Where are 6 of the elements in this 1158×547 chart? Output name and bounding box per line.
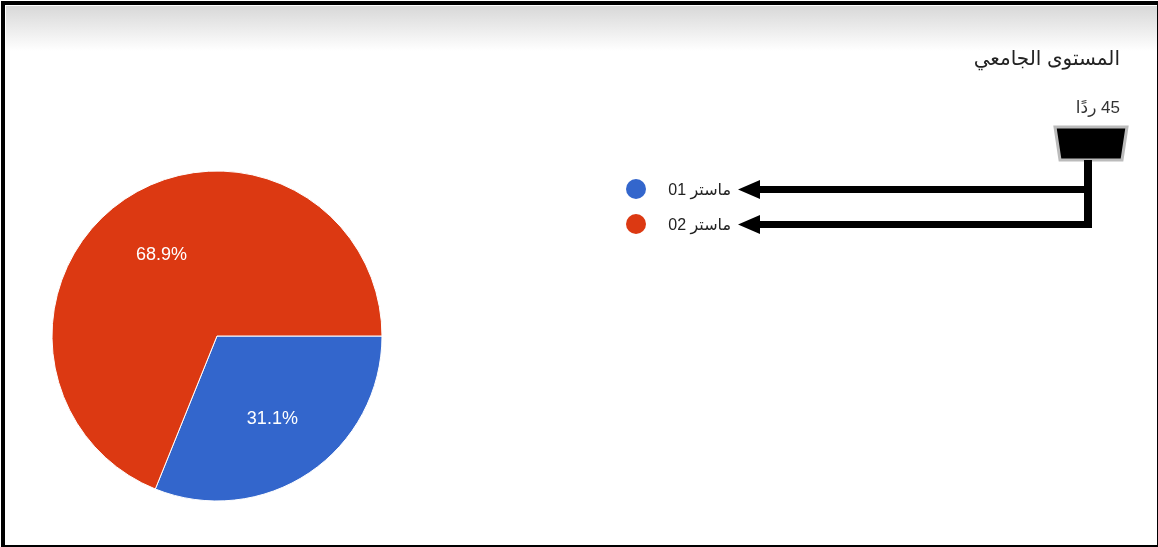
text: المستوى الجامعي [973,47,1120,71]
data-label: 68.9% [136,243,188,264]
legend-label: ماستر 02 [668,215,731,235]
data-label: 31.1% [246,408,298,429]
text: 45 ردًا [1075,97,1120,117]
legend-label: ماستر 01 [668,180,731,200]
